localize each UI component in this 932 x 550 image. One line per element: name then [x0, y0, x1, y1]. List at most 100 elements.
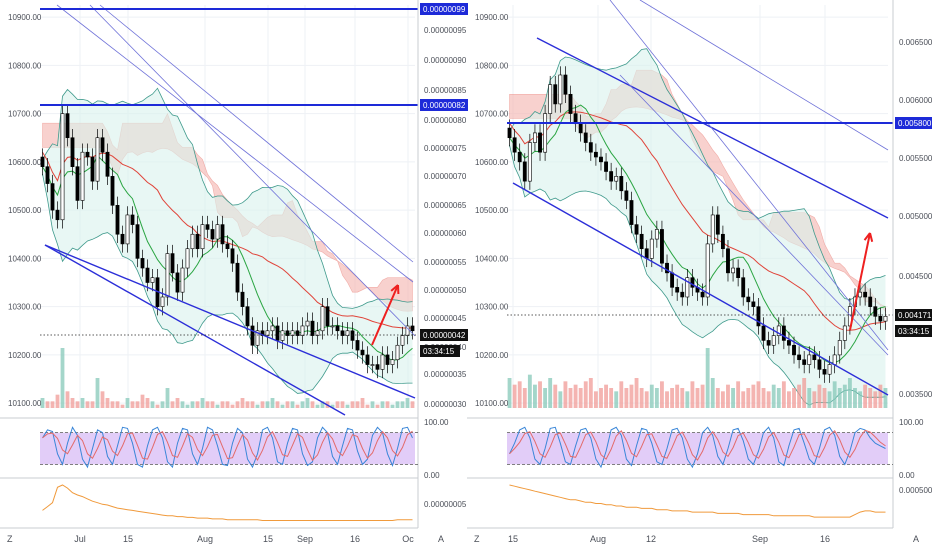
right-projection-arrow: [849, 232, 871, 331]
right-volume-bar: [695, 388, 700, 408]
right-left-price-label: 10500.00: [475, 206, 509, 215]
left-oscillator-k: [42, 426, 413, 469]
left-candle: [185, 248, 190, 269]
right-level-label: 0.005800: [898, 119, 932, 128]
right-candle: [883, 315, 888, 322]
left-candle: [130, 214, 135, 225]
left-volume-bar: [215, 404, 220, 408]
left-volume-bar: [355, 401, 360, 408]
right-volume-bar: [644, 391, 649, 408]
left-candle: [200, 224, 205, 250]
right-candle: [832, 354, 837, 365]
right-volume-bar: [538, 381, 542, 408]
left-candle: [120, 233, 125, 245]
left-volume-bar: [340, 401, 345, 408]
right-volume-bar: [593, 391, 598, 408]
left-candle: [115, 204, 120, 235]
left-volume-bar: [410, 401, 415, 408]
right-candle: [619, 176, 624, 192]
left-oscillator-label: 100.00: [424, 418, 449, 427]
right-volume-bar: [858, 391, 862, 408]
right-candle: [533, 132, 537, 143]
right-oscillator-label: 100.00: [899, 418, 924, 427]
right-candle: [588, 142, 593, 153]
left-oscillator-label: 0.00: [424, 471, 440, 480]
right-volume-bar: [842, 384, 847, 408]
right-volume-bar: [807, 388, 812, 408]
left-candle: [80, 151, 85, 201]
right-candle: [639, 233, 644, 250]
right-oscillator-label: 0.00: [899, 471, 915, 480]
right-volume-bar: [619, 381, 624, 408]
left-volume-bar: [400, 401, 405, 408]
right-candle: [614, 176, 619, 182]
left-level-label-bg: [420, 3, 468, 15]
left-candle: [45, 166, 50, 184]
left-volume-bar: [255, 404, 260, 408]
right-volume-bar: [720, 391, 725, 408]
left-volume-bar: [235, 401, 240, 408]
left-volume-bar: [345, 404, 350, 408]
left-left-price-label: 10400.00: [8, 254, 42, 263]
left-projection-arrow: [371, 284, 399, 346]
right-volume-bar: [792, 388, 796, 408]
right-volume-bar: [654, 388, 659, 408]
left-volume-bar: [170, 401, 175, 408]
right-volume-bar: [675, 384, 680, 408]
left-volume-bar: [230, 404, 235, 408]
left-volume-bar: [405, 398, 410, 408]
right-candle: [675, 287, 680, 293]
left-volume-bar: [130, 401, 135, 408]
left-left-price-label: 10500.00: [8, 206, 42, 215]
right-zoom-button: Z: [474, 534, 480, 544]
right-lower-indicator-line: [509, 484, 886, 518]
left-volume-bar: [190, 401, 195, 408]
left-candle: [375, 364, 380, 370]
left-right-price-label: 0.00000055: [424, 258, 467, 267]
left-volume-bar: [200, 398, 205, 408]
left-candle: [365, 354, 370, 365]
left-current-price-label: 0.00000042: [423, 331, 466, 340]
left-volume-bar: [210, 401, 215, 408]
right-volume-bar: [563, 381, 568, 408]
left-volume-bar: [280, 404, 285, 408]
left-channel-line: [44, 244, 416, 399]
right-volume-bar: [827, 391, 832, 408]
left-level-label-bg: [420, 99, 468, 111]
right-volume-bar: [832, 381, 837, 408]
right-volume-bar: [756, 381, 761, 408]
left-volume-bar: [165, 388, 170, 408]
left-volume-bar: [315, 404, 320, 408]
left-time-label: Aug: [197, 534, 213, 544]
right-volume-bar: [812, 391, 817, 408]
left-candle: [75, 166, 80, 201]
left-left-price-label: 10100.00: [8, 399, 42, 408]
right-volume-bar: [665, 391, 669, 408]
right-volume-bar: [588, 378, 593, 408]
left-volume-bar: [195, 401, 200, 408]
left-volume-bar: [260, 401, 265, 408]
right-volume-bar: [736, 381, 741, 408]
right-volume-bar: [710, 378, 715, 408]
left-volume-bar: [360, 398, 365, 408]
right-left-price-label: 10600.00: [475, 158, 509, 167]
right-volume-bar: [868, 388, 873, 408]
left-volume-bar: [305, 398, 310, 408]
right-candle: [776, 325, 781, 336]
right-volume-bar: [583, 381, 588, 408]
right-volume-bar: [802, 378, 807, 408]
right-volume-bar: [512, 384, 517, 408]
right-volume-bar: [548, 378, 553, 408]
left-candle: [170, 253, 175, 274]
right-candle: [868, 296, 873, 307]
left-candle: [410, 325, 415, 332]
right-volume-bar: [873, 391, 878, 408]
left-right-price-label: 0.00000045: [424, 314, 467, 323]
right-volume-bar: [670, 388, 675, 408]
right-volume-bar: [634, 378, 639, 408]
right-oscillator-k: [509, 426, 886, 469]
left-volume-bar: [295, 404, 300, 408]
right-volume-bar: [568, 388, 573, 408]
left-candle: [250, 325, 255, 346]
right-volume-bar: [822, 388, 827, 408]
